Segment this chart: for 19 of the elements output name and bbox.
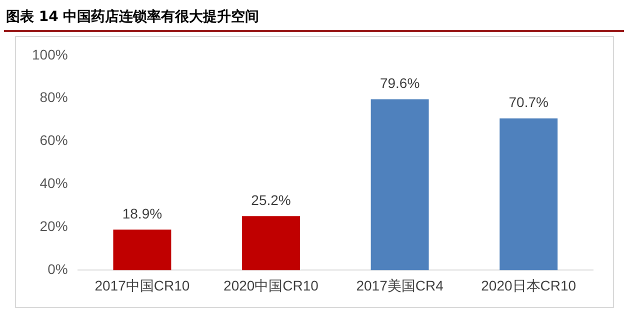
data-label: 79.6% bbox=[380, 75, 420, 92]
x-tick-label: 2020中国CR10 bbox=[224, 277, 319, 294]
x-tick-label: 2017美国CR4 bbox=[356, 277, 444, 294]
y-tick-label: 0% bbox=[48, 261, 68, 278]
y-tick-label: 100% bbox=[32, 46, 68, 62]
data-label: 18.9% bbox=[122, 205, 162, 222]
bar bbox=[113, 230, 172, 270]
bar bbox=[370, 99, 429, 270]
x-tick-label: 2020日本CR10 bbox=[481, 277, 576, 294]
y-tick-label: 20% bbox=[40, 218, 68, 234]
y-tick-label: 40% bbox=[40, 175, 68, 192]
bar bbox=[500, 118, 558, 270]
x-tick-label: 2017中国CR10 bbox=[94, 277, 190, 294]
bar bbox=[242, 216, 300, 270]
data-label: 70.7% bbox=[508, 94, 548, 110]
chart-title: 图表 14 中国药店连锁率有很大提升空间 bbox=[6, 8, 260, 26]
y-tick-label: 60% bbox=[40, 132, 68, 148]
y-tick-label: 80% bbox=[40, 89, 68, 106]
data-label: 25.2% bbox=[251, 192, 291, 208]
